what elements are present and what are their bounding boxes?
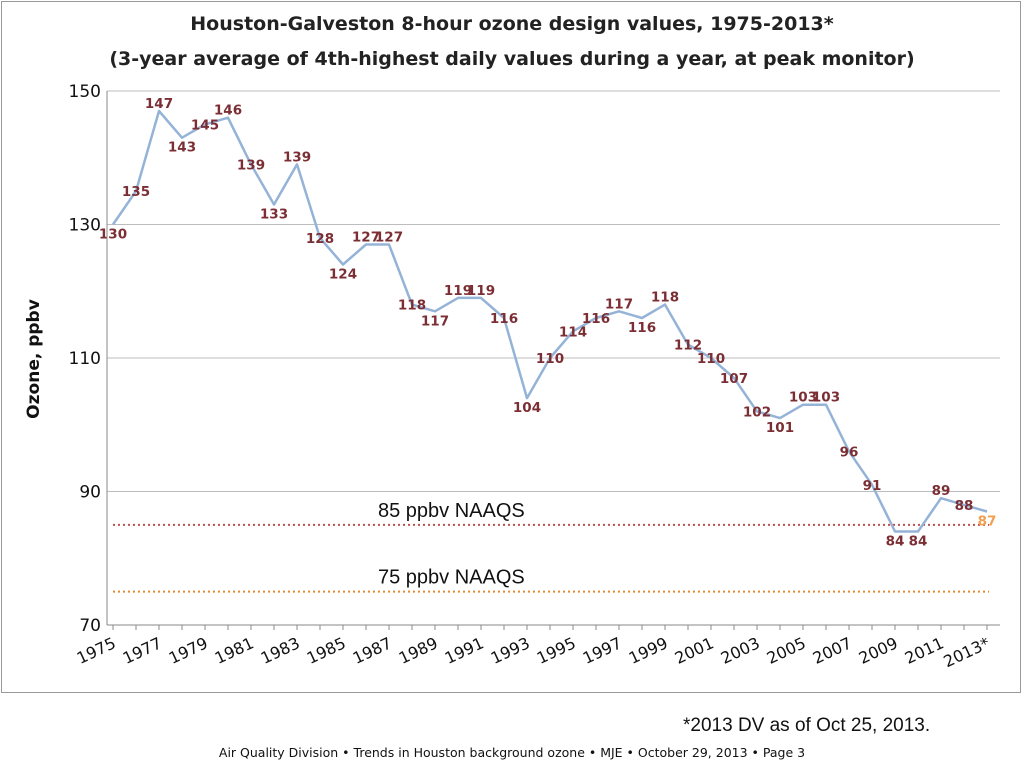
reference-line-label: 75 ppbv NAAQS	[378, 567, 525, 589]
data-label: 87	[978, 514, 997, 530]
data-label: 117	[605, 296, 633, 312]
data-label: 127	[375, 230, 403, 246]
y-axis-title: Ozone, ppbv	[24, 299, 44, 419]
data-label: 116	[582, 311, 610, 327]
x-tick-label: 2005	[764, 633, 809, 667]
reference-line-label: 85 ppbv NAAQS	[378, 500, 525, 522]
x-tick-label: 2007	[810, 633, 855, 667]
data-label: 117	[421, 313, 449, 329]
y-tick-label: 130	[69, 216, 101, 236]
data-label: 145	[191, 117, 219, 133]
gridlines	[107, 90, 1000, 626]
chart-subtitle: (3-year average of 4th-highest daily val…	[109, 48, 914, 70]
series-layer	[111, 109, 988, 533]
data-label: 127	[352, 230, 380, 246]
data-label: 91	[863, 478, 882, 494]
y-axis: 70 90 110 130 150	[69, 82, 108, 636]
series-line	[111, 109, 988, 533]
x-tick-label: 1979	[166, 633, 211, 667]
data-label: 135	[122, 184, 150, 200]
x-tick-label: 1977	[120, 633, 165, 667]
x-tick-label: 1991	[442, 633, 487, 667]
x-tick-label: 1987	[350, 633, 395, 667]
chart-frame: Houston-Galveston 8-hour ozone design va…	[1, 1, 1021, 693]
data-label: 147	[145, 96, 173, 112]
ozone-chart: Houston-Galveston 8-hour ozone design va…	[24, 13, 1000, 671]
x-tick-label: 1985	[304, 633, 349, 667]
x-tick-label: 1975	[74, 633, 119, 667]
y-tick-label: 150	[69, 82, 101, 102]
data-label: 102	[743, 404, 771, 420]
x-tick-label: 1981	[212, 633, 257, 667]
data-label: 114	[559, 324, 587, 340]
data-label: 130	[99, 227, 127, 243]
data-label: 88	[955, 498, 974, 514]
x-tick-label: 2011	[902, 633, 947, 667]
data-label: 101	[766, 420, 794, 436]
x-tick-label: 2013*	[941, 633, 993, 671]
data-label: 103	[812, 390, 840, 406]
x-tick-label: 1995	[534, 633, 579, 667]
data-label: 118	[651, 290, 679, 306]
x-tick-label: 2003	[718, 633, 763, 667]
data-label: 124	[329, 267, 357, 283]
x-tick-label: 1993	[488, 633, 533, 667]
data-label: 84	[886, 534, 905, 550]
slide-footer: Air Quality Division • Trends in Houston…	[218, 745, 806, 760]
data-label: 139	[283, 149, 311, 165]
data-label: 112	[674, 338, 702, 354]
data-label: 139	[237, 157, 265, 173]
footnote: *2013 DV as of Oct 25, 2013.	[683, 715, 931, 736]
x-tick-label: 1983	[258, 633, 303, 667]
x-axis: 1975 1977 1979 1981 1983 1985 1987 1989 1991 1993…	[74, 625, 993, 671]
data-label: 103	[789, 390, 817, 406]
data-label: 146	[214, 103, 242, 119]
y-tick-label: 70	[79, 616, 101, 636]
data-label: 133	[260, 206, 288, 222]
chart-title: Houston-Galveston 8-hour ozone design va…	[190, 13, 833, 35]
x-tick-label: 1989	[396, 633, 441, 667]
x-tick-label: 2001	[672, 633, 717, 667]
data-label: 118	[398, 298, 426, 314]
y-tick-label: 90	[79, 483, 101, 503]
data-label: 96	[840, 444, 859, 460]
data-label: 119	[444, 283, 472, 299]
data-label: 84	[909, 534, 928, 550]
data-label: 128	[306, 231, 334, 247]
data-label: 110	[697, 351, 725, 367]
data-label: 116	[490, 311, 518, 327]
data-label: 107	[720, 371, 748, 387]
data-label: 143	[168, 140, 196, 156]
y-tick-label: 110	[69, 349, 101, 369]
data-label: 104	[513, 400, 541, 416]
x-tick-label: 1999	[626, 633, 671, 667]
x-tick-label: 1997	[580, 633, 625, 667]
x-tick-label: 2009	[856, 633, 901, 667]
data-label: 89	[932, 483, 951, 499]
data-label: 116	[628, 320, 656, 336]
data-label: 119	[467, 283, 495, 299]
data-label: 110	[536, 351, 564, 367]
reference-lines: 85 ppbv NAAQS 75 ppbv NAAQS	[113, 500, 989, 593]
